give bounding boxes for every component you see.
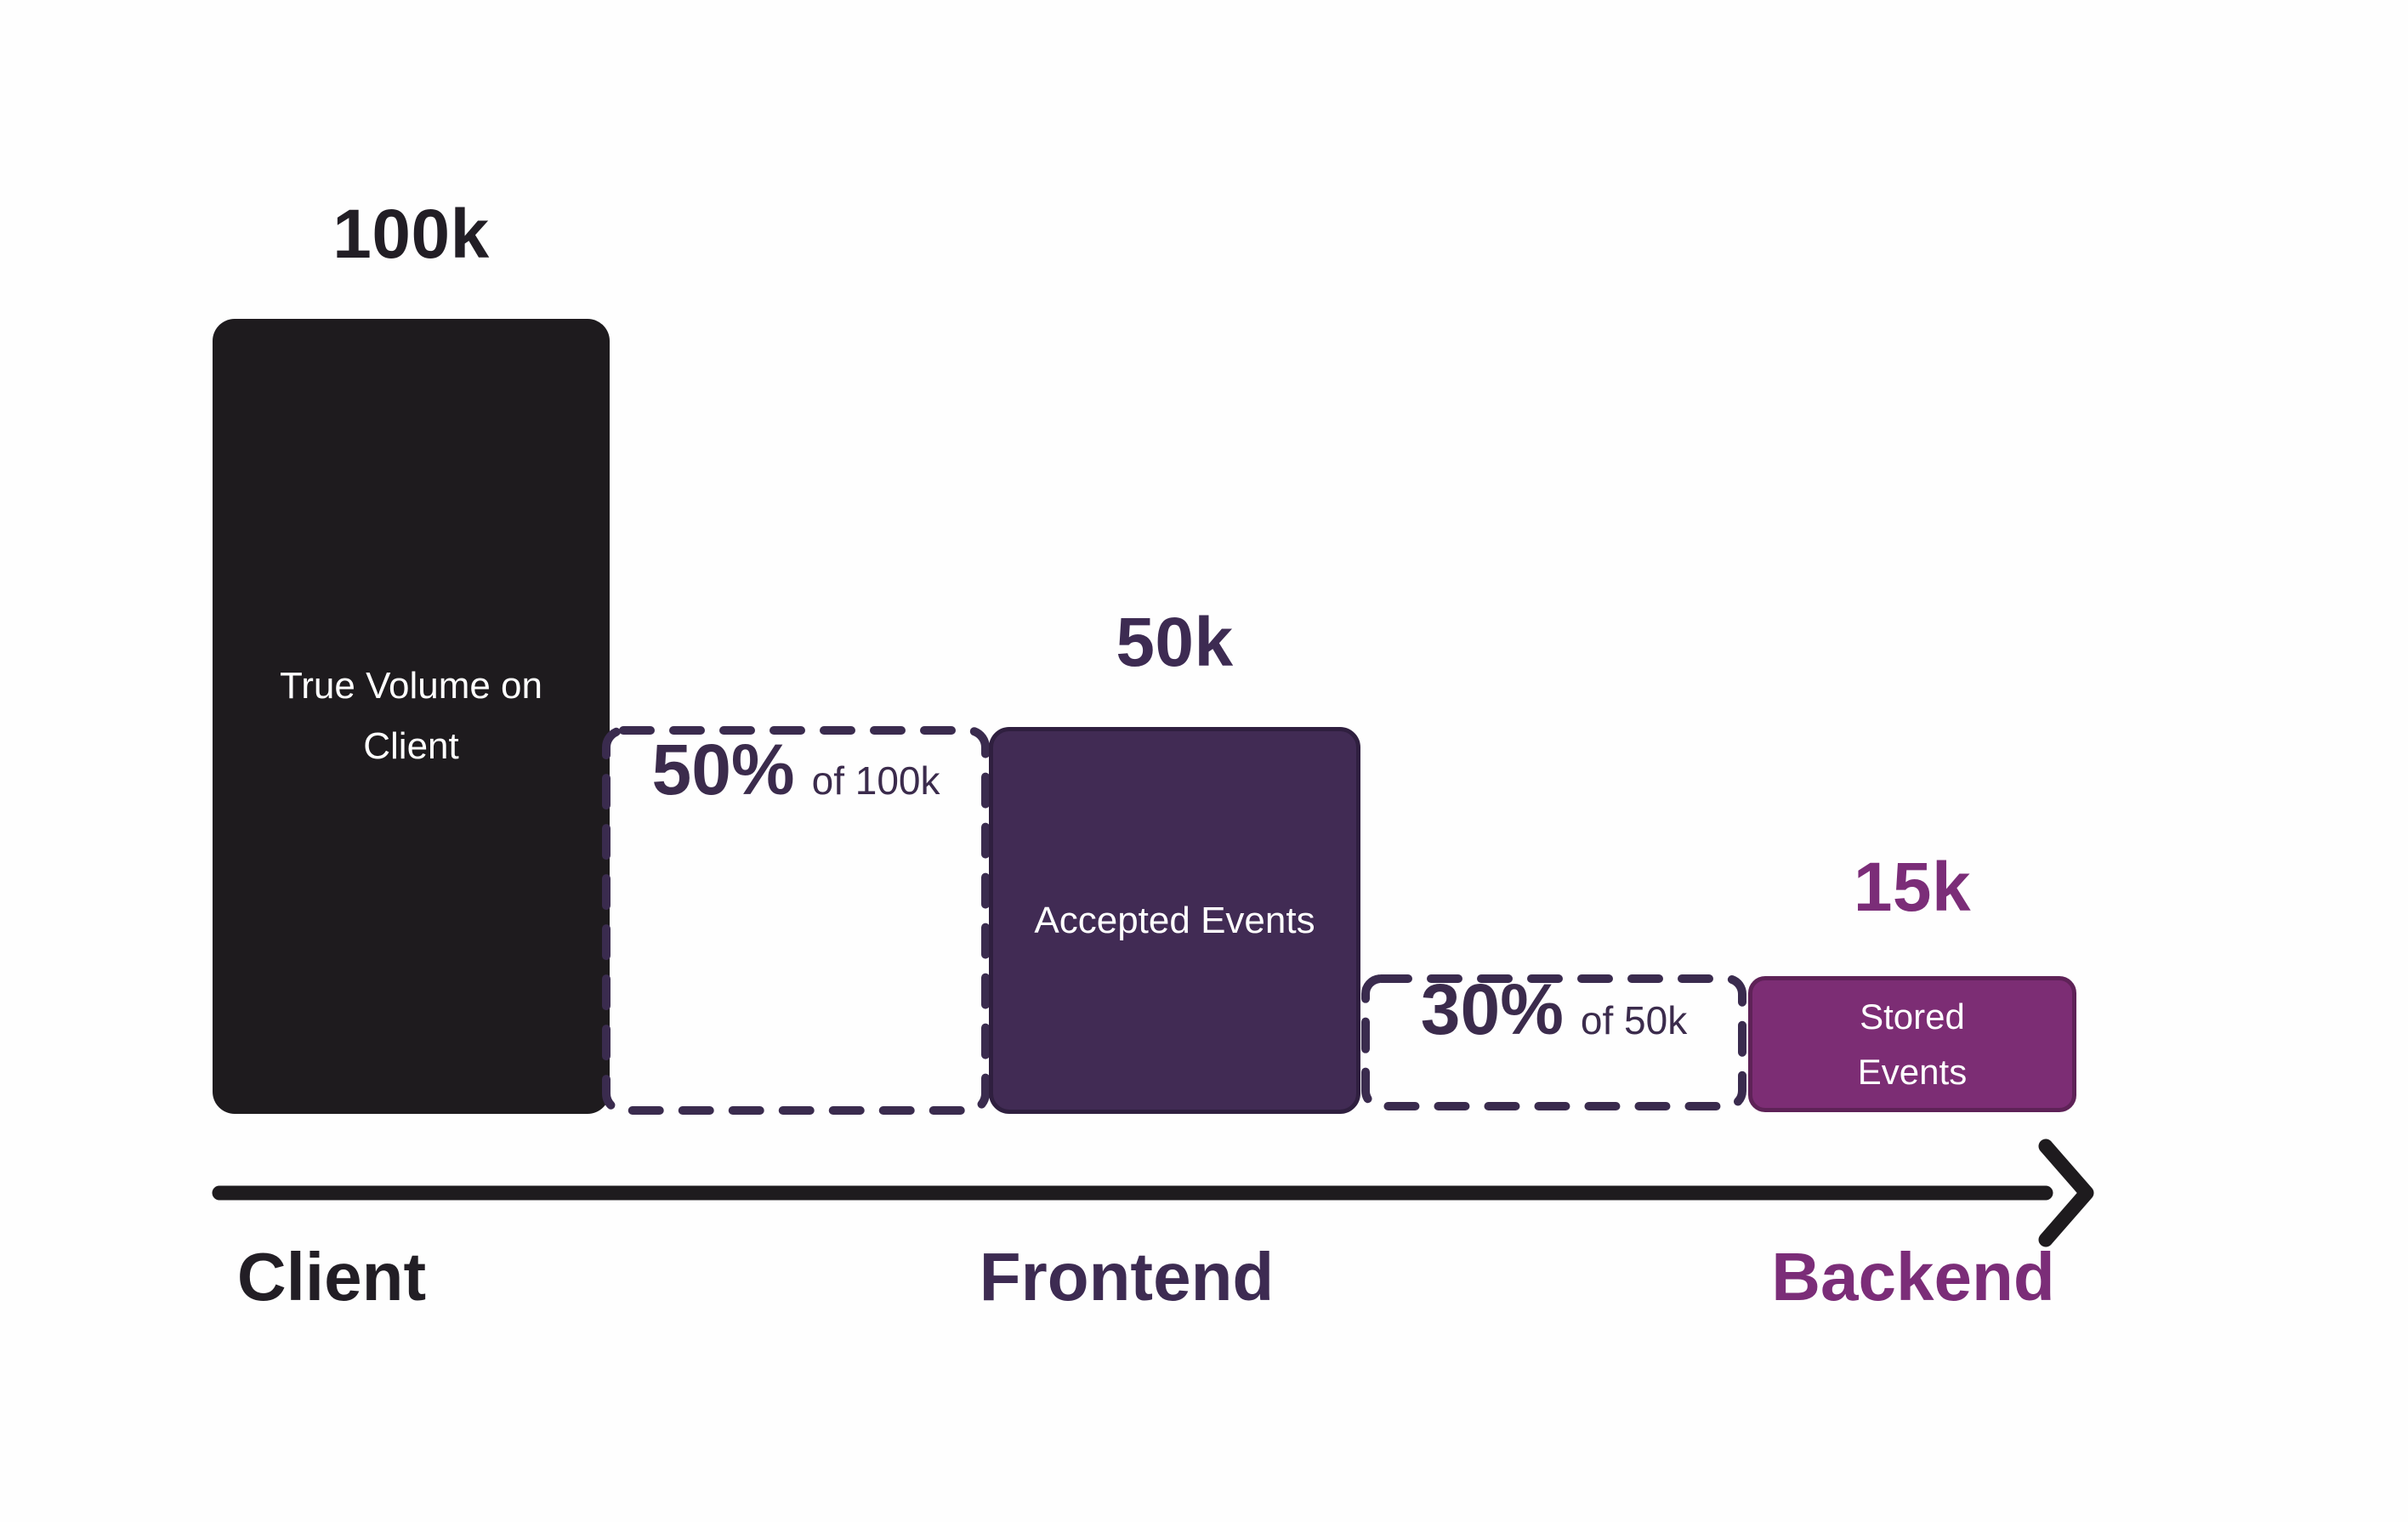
bar-label-accepted-events: Accepted Events bbox=[1034, 899, 1315, 941]
value-label-backend: 15k bbox=[1748, 844, 2076, 923]
bar-stored-events: Stored Events bbox=[1748, 976, 2076, 1112]
dashed-outline-1 bbox=[602, 726, 990, 1115]
bar-true-volume-on-client: True Volume on Client bbox=[213, 319, 610, 1114]
bar-accepted-events: Accepted Events bbox=[989, 727, 1360, 1114]
drop-box-client-to-frontend: 50% of 100k bbox=[601, 725, 991, 1116]
value-client: 100k bbox=[332, 196, 490, 273]
bar-label-true-volume: True Volume on Client bbox=[280, 665, 542, 767]
drop-box-frontend-to-backend: 30% of 50k bbox=[1360, 974, 1747, 1111]
axis-label-client: Client bbox=[236, 1239, 427, 1315]
drop-of-2: of 50k bbox=[1580, 998, 1688, 1042]
value-frontend: 50k bbox=[1116, 604, 1234, 681]
flow-axis-arrow-icon bbox=[212, 1139, 2094, 1247]
value-backend: 15k bbox=[1853, 849, 1972, 926]
dashed-outline-2 bbox=[1361, 974, 1746, 1110]
drop-of-1: of 100k bbox=[811, 758, 940, 803]
drop-content-2: 30% of 50k bbox=[1360, 974, 1747, 1111]
drop-content-1: 50% of 100k bbox=[601, 725, 991, 1116]
axis-label-backend: Backend bbox=[1771, 1239, 2055, 1315]
bar-label-stored-events: Stored Events bbox=[1857, 996, 1968, 1092]
drop-pct-1: 50% bbox=[651, 730, 795, 809]
value-label-client: 100k bbox=[213, 191, 610, 270]
value-label-frontend: 50k bbox=[989, 599, 1360, 678]
axis-label-frontend: Frontend bbox=[979, 1239, 1275, 1315]
drop-pct-2: 30% bbox=[1420, 969, 1564, 1049]
